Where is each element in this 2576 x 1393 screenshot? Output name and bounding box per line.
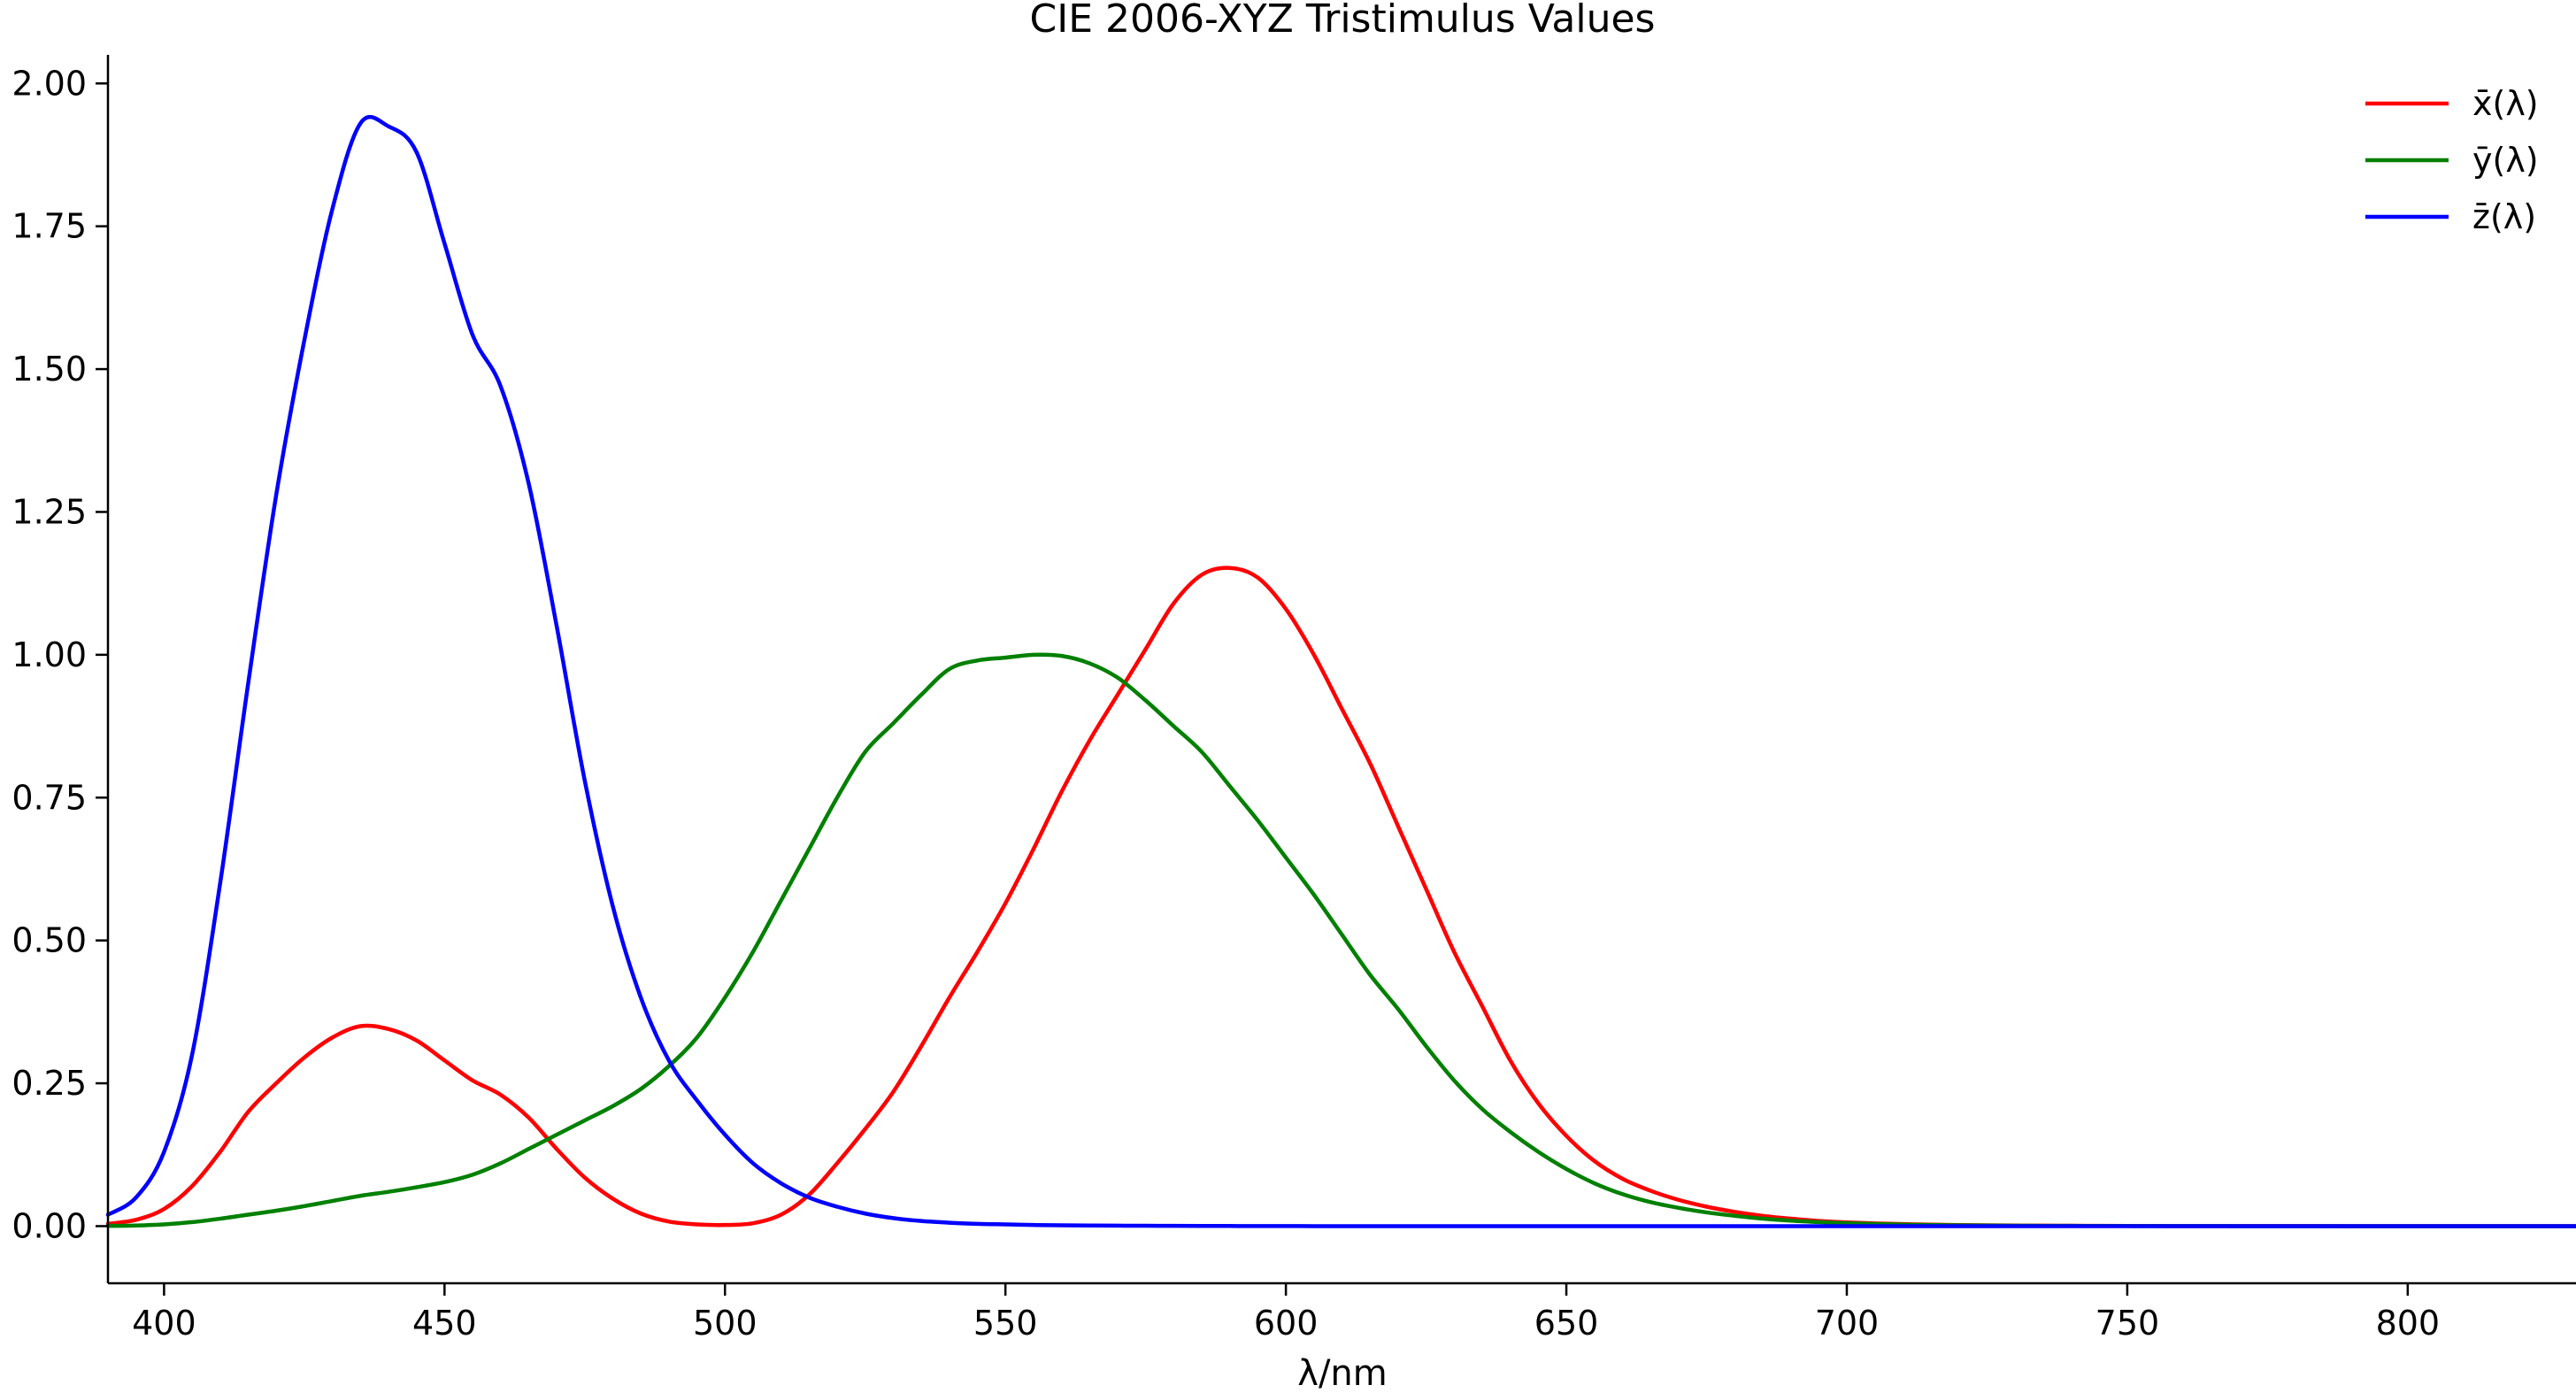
- legend-item-y-bar: ȳ(λ): [2365, 141, 2539, 180]
- y-tick-label: 0.00: [12, 1206, 87, 1245]
- y-tick-label: 0.75: [12, 778, 87, 817]
- y-tick-label: 1.75: [12, 207, 87, 246]
- y-tick-label: 0.50: [12, 921, 87, 960]
- x-tick-label: 600: [1254, 1304, 1319, 1343]
- legend: x̄(λ) ȳ(λ) z̄(λ): [2365, 84, 2539, 236]
- y-tick-label: 2.00: [12, 64, 87, 103]
- x-tick-label: 550: [973, 1304, 1038, 1343]
- x-tick-label: 800: [2376, 1304, 2441, 1343]
- legend-item-z-bar: z̄(λ): [2365, 197, 2536, 236]
- plot-area: 400 450 500 550 600 650 700 750 800 0.00 0.25 0.50…: [12, 55, 2576, 1343]
- x-tick-label: 700: [1815, 1304, 1880, 1343]
- x-tick-label: 750: [2095, 1304, 2160, 1343]
- x-tick-label: 450: [412, 1304, 477, 1343]
- y-tick-label: 1.25: [12, 492, 87, 531]
- x-tick-label: 400: [132, 1304, 196, 1343]
- series-y-bar-line: [105, 652, 2576, 1228]
- y-axis-ticks: 0.00 0.25 0.50 0.75 1.00 1.25 1.50 1.75 2.00: [12, 64, 108, 1245]
- x-axis-label: λ/nm: [1297, 1353, 1387, 1393]
- legend-label: ȳ(λ): [2472, 141, 2539, 180]
- chart-title: CIE 2006-XYZ Tristimulus Values: [1030, 0, 1656, 42]
- x-tick-label: 650: [1534, 1304, 1599, 1343]
- series-x-bar-line: [105, 566, 2576, 1228]
- series-layer: [105, 114, 2576, 1228]
- y-tick-label: 1.00: [12, 635, 87, 674]
- y-tick-label: 1.50: [12, 350, 87, 389]
- x-axis-ticks: 400 450 500 550 600 650 700 750 800: [132, 1283, 2440, 1343]
- legend-label: z̄(λ): [2472, 197, 2536, 236]
- y-tick-label: 0.25: [12, 1064, 87, 1103]
- legend-label: x̄(λ): [2472, 84, 2539, 123]
- series-z-bar-line: [105, 114, 2576, 1228]
- x-tick-label: 500: [693, 1304, 757, 1343]
- legend-item-x-bar: x̄(λ): [2365, 84, 2539, 123]
